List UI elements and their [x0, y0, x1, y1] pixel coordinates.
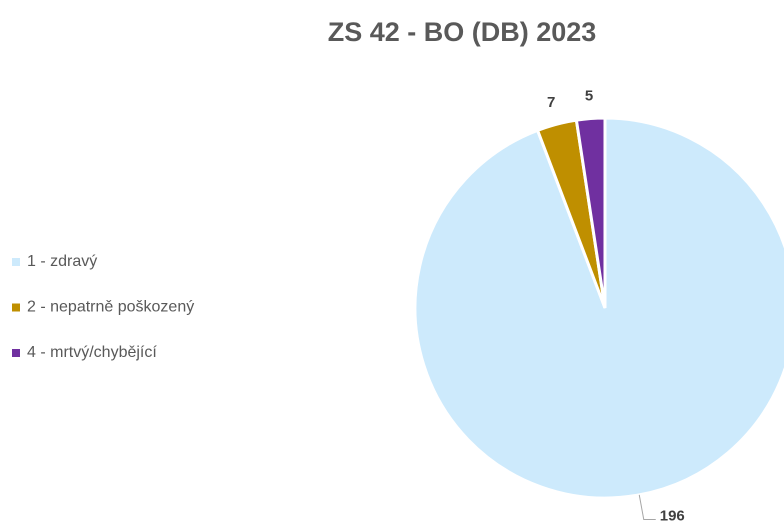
leader-line	[638, 494, 656, 520]
chart-title: ZS 42 - BO (DB) 2023	[328, 17, 597, 47]
legend-label: 4 - mrtvý/chybějící	[27, 344, 157, 361]
legend-label: 1 - zdravý	[27, 253, 97, 270]
legend-swatch	[12, 349, 20, 357]
legend-label: 2 - nepatrně poškozený	[27, 299, 194, 316]
data-label: 5	[585, 88, 593, 105]
data-label: 7	[547, 94, 555, 111]
legend-swatch	[12, 258, 20, 266]
pie-slice	[574, 116, 607, 309]
data-label: 196	[660, 507, 685, 524]
legend-swatch	[12, 303, 20, 312]
